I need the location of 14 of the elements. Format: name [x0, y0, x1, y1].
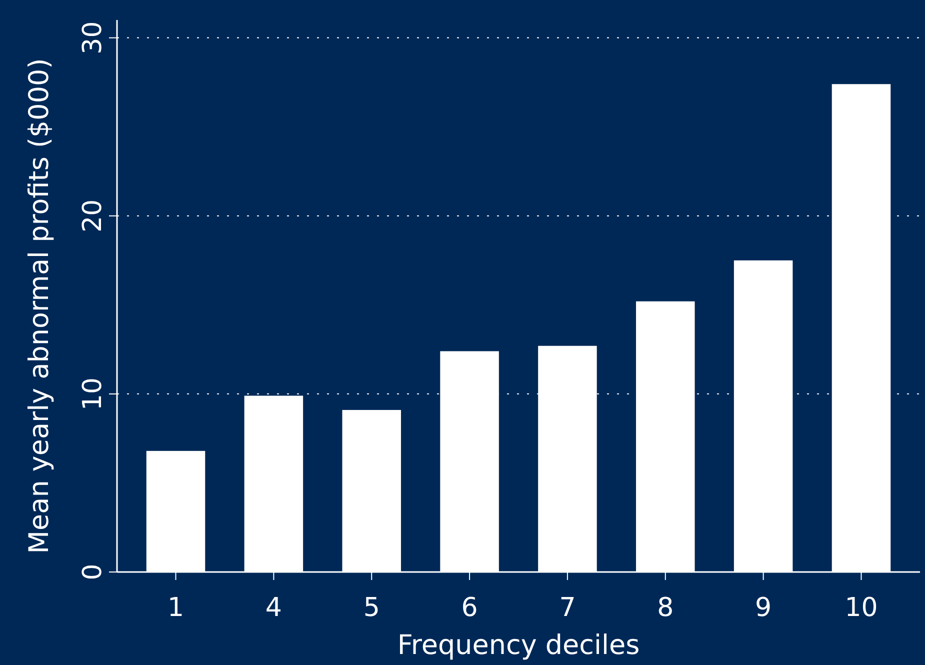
x-axis-title: Frequency deciles: [397, 630, 640, 661]
x-tick-label: 10: [844, 593, 878, 623]
x-tick-label: 1: [167, 593, 184, 623]
y-tick-label: 30: [78, 21, 108, 54]
x-tick-label: 8: [657, 593, 674, 623]
y-tick-label: 10: [78, 377, 108, 410]
x-tick-label: 9: [755, 593, 772, 623]
y-tick-label: 0: [78, 564, 108, 580]
y-tick-label: 20: [78, 199, 108, 232]
x-tick-label: 5: [363, 593, 380, 623]
x-tick-label: 6: [461, 593, 478, 623]
y-axis-title: Mean yearly abnormal profits ($000): [24, 58, 55, 554]
x-tick-label: 4: [265, 593, 282, 623]
x-tick-label: 7: [559, 593, 576, 623]
